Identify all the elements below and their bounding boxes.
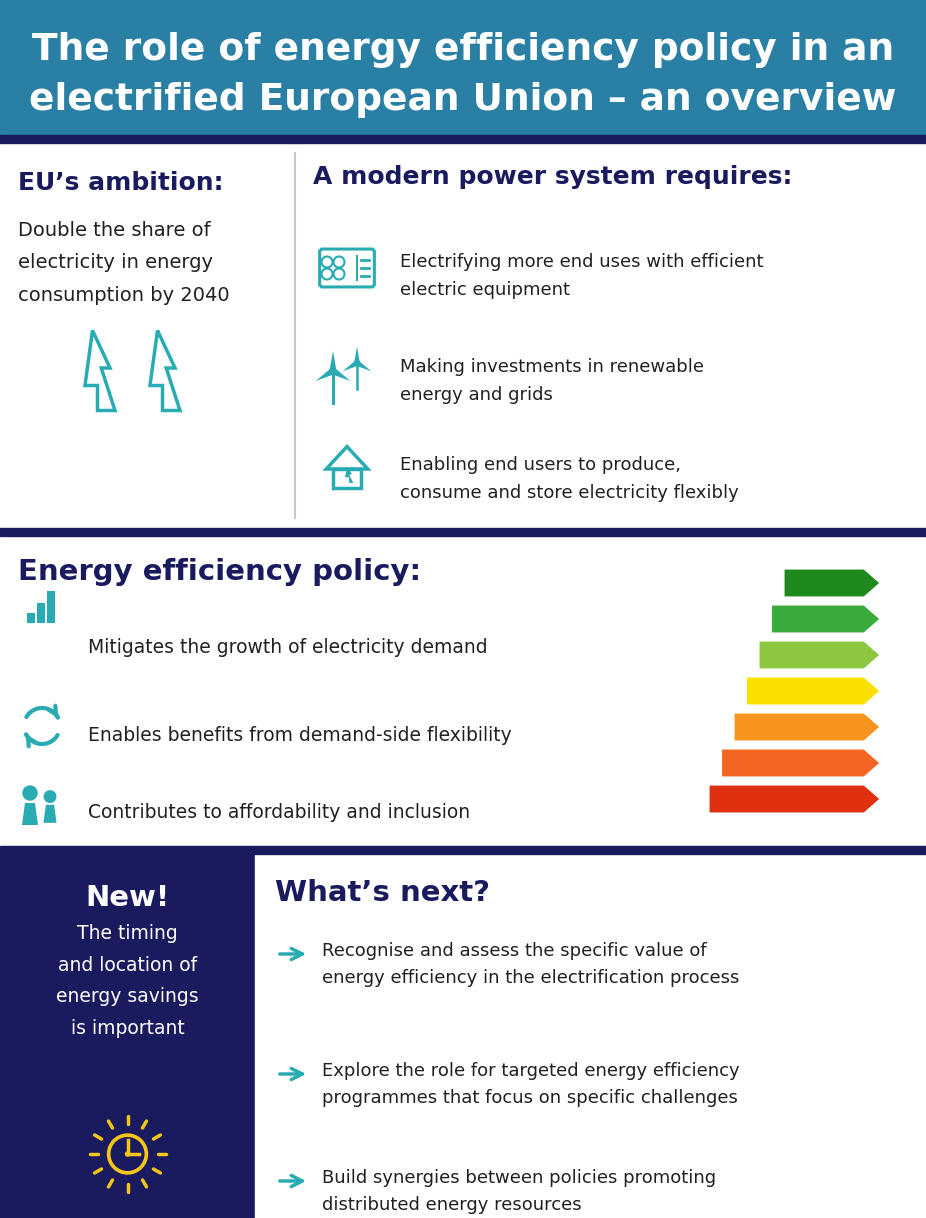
Text: Enables benefits from demand-side flexibility: Enables benefits from demand-side flexib… bbox=[88, 726, 512, 745]
Bar bbox=[0, 135, 926, 143]
Text: New!: New! bbox=[85, 884, 169, 912]
Text: EU’s ambition:: EU’s ambition: bbox=[18, 171, 223, 195]
Polygon shape bbox=[343, 361, 358, 371]
Text: Energy efficiency policy:: Energy efficiency policy: bbox=[18, 558, 421, 586]
Polygon shape bbox=[356, 361, 371, 371]
Text: Mitigates the growth of electricity demand: Mitigates the growth of electricity dema… bbox=[88, 638, 488, 657]
Bar bbox=[47, 591, 55, 622]
Bar bbox=[27, 613, 35, 622]
Text: The role of energy efficiency policy in an: The role of energy efficiency policy in … bbox=[31, 32, 895, 68]
Bar bbox=[37, 603, 45, 622]
Text: Double the share of
electricity in energy
consumption by 2040: Double the share of electricity in energ… bbox=[18, 220, 230, 304]
Polygon shape bbox=[721, 749, 880, 777]
Polygon shape bbox=[709, 784, 880, 812]
Polygon shape bbox=[22, 803, 38, 825]
Circle shape bbox=[23, 786, 37, 800]
Text: Build synergies between policies promoting
distributed energy resources: Build synergies between policies promoti… bbox=[322, 1169, 716, 1214]
Polygon shape bbox=[784, 569, 880, 597]
Text: Electrifying more end uses with efficient
electric equipment: Electrifying more end uses with efficien… bbox=[400, 253, 764, 298]
Bar bbox=[0, 0, 926, 135]
Text: A modern power system requires:: A modern power system requires: bbox=[313, 164, 793, 189]
Polygon shape bbox=[85, 330, 115, 410]
Text: Making investments in renewable
energy and grids: Making investments in renewable energy a… bbox=[400, 358, 704, 404]
Polygon shape bbox=[734, 713, 880, 741]
Polygon shape bbox=[332, 368, 350, 381]
Polygon shape bbox=[746, 677, 880, 705]
Text: electrified European Union – an overview: electrified European Union – an overview bbox=[30, 82, 896, 118]
Bar bbox=[0, 527, 926, 536]
Bar bbox=[255, 854, 926, 1218]
Circle shape bbox=[107, 1134, 147, 1174]
Text: The timing
and location of
energy savings
is important: The timing and location of energy saving… bbox=[56, 924, 199, 1038]
FancyBboxPatch shape bbox=[319, 248, 374, 287]
Text: Contributes to affordability and inclusion: Contributes to affordability and inclusi… bbox=[88, 803, 470, 822]
Bar bbox=[0, 536, 926, 847]
Text: What’s next?: What’s next? bbox=[275, 879, 490, 907]
Polygon shape bbox=[344, 466, 354, 482]
Bar bbox=[0, 847, 926, 854]
Polygon shape bbox=[771, 605, 880, 633]
Circle shape bbox=[355, 361, 359, 365]
Polygon shape bbox=[44, 805, 56, 823]
Polygon shape bbox=[354, 347, 360, 363]
Polygon shape bbox=[326, 447, 368, 469]
Circle shape bbox=[44, 790, 56, 803]
Circle shape bbox=[110, 1136, 144, 1170]
Circle shape bbox=[126, 1152, 130, 1156]
Polygon shape bbox=[316, 368, 335, 381]
Text: Enabling end users to produce,
consume and store electricity flexibly: Enabling end users to produce, consume a… bbox=[400, 456, 739, 502]
Bar bbox=[0, 143, 926, 527]
Text: Explore the role for targeted energy efficiency
programmes that focus on specifi: Explore the role for targeted energy eff… bbox=[322, 1062, 740, 1107]
Polygon shape bbox=[150, 330, 180, 410]
Circle shape bbox=[330, 368, 336, 374]
Bar bbox=[333, 469, 361, 488]
Text: Recognise and assess the specific value of
energy efficiency in the electrificat: Recognise and assess the specific value … bbox=[322, 942, 739, 987]
Polygon shape bbox=[330, 351, 336, 371]
Bar bbox=[0, 854, 255, 1218]
Polygon shape bbox=[759, 641, 880, 669]
